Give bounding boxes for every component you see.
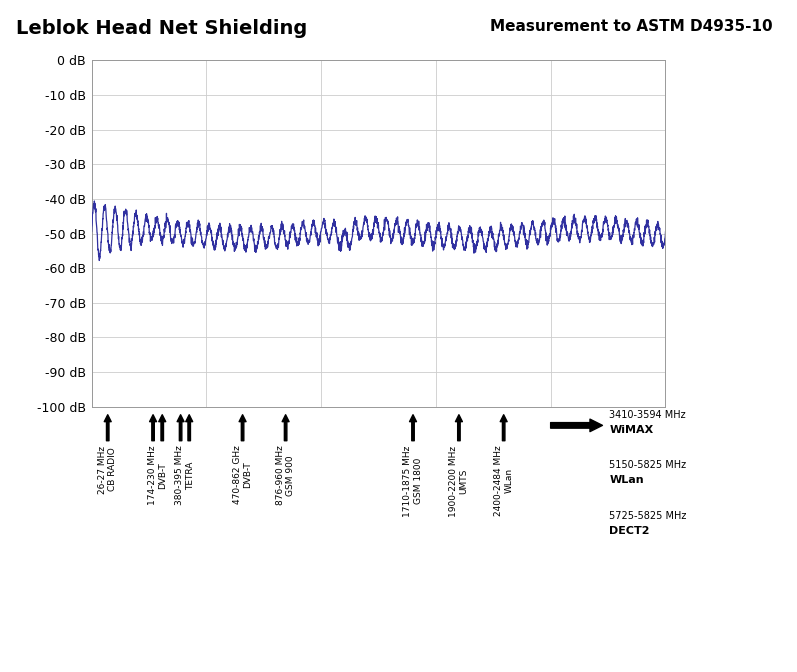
Text: WiMAX: WiMAX xyxy=(609,425,654,435)
Text: 876-960 MHz
GSM 900: 876-960 MHz GSM 900 xyxy=(276,446,296,505)
Text: 5150-5825 MHz: 5150-5825 MHz xyxy=(609,460,686,470)
Text: Leblok Head Net Shielding: Leblok Head Net Shielding xyxy=(16,19,307,38)
Text: DECT2: DECT2 xyxy=(609,526,650,536)
Text: 470-862 GHz
DVB-T: 470-862 GHz DVB-T xyxy=(233,446,253,505)
Text: 1900-2200 MHz
UMTS: 1900-2200 MHz UMTS xyxy=(450,446,469,517)
Text: 26-27 MHz
CB RADIO: 26-27 MHz CB RADIO xyxy=(98,446,117,494)
Text: 1710-1875 MHz
GSM 1800: 1710-1875 MHz GSM 1800 xyxy=(403,446,422,517)
Text: 380-395 MHz
TETRA: 380-395 MHz TETRA xyxy=(175,446,194,505)
Text: 174-230 MHz
DVB-T: 174-230 MHz DVB-T xyxy=(148,446,167,505)
Text: Measurement to ASTM D4935-10: Measurement to ASTM D4935-10 xyxy=(490,19,773,34)
Text: WLan: WLan xyxy=(609,475,644,485)
Text: 3410-3594 MHz: 3410-3594 MHz xyxy=(609,410,686,420)
Text: 2400-2484 MHz
WLan: 2400-2484 MHz WLan xyxy=(494,446,513,516)
Text: 5725-5825 MHz: 5725-5825 MHz xyxy=(609,511,686,521)
